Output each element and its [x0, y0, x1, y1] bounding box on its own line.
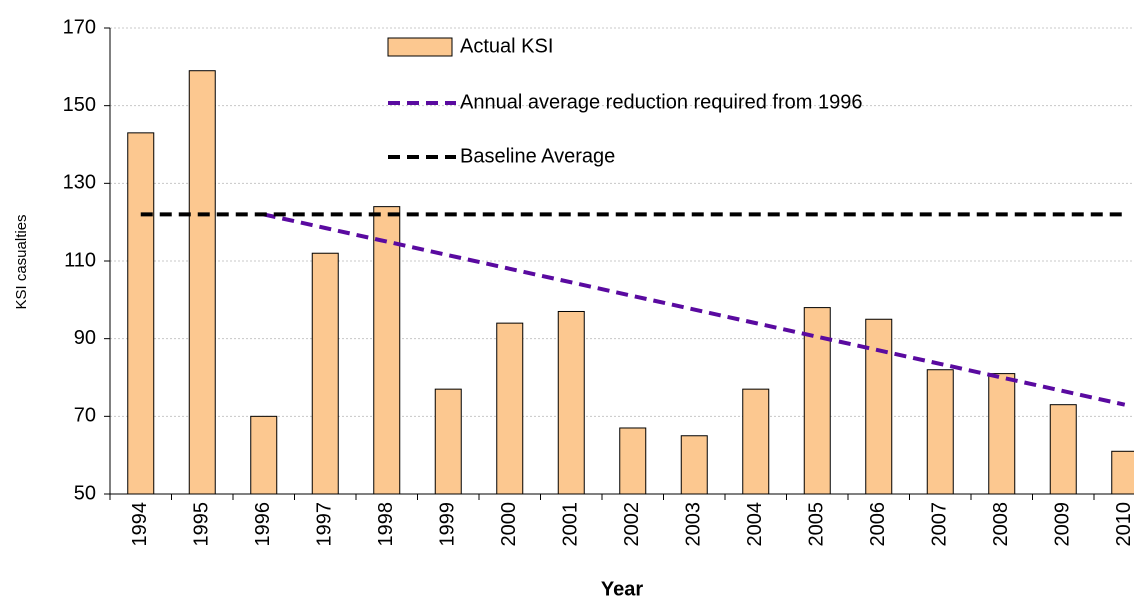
bar: [742, 388, 770, 495]
y-tick-label: 130: [63, 172, 96, 194]
x-tick-label: 2000: [498, 502, 520, 547]
legend-swatch: [387, 37, 453, 57]
bar: [373, 206, 401, 495]
x-tick-label: 2006: [867, 502, 889, 547]
bar: [250, 415, 278, 495]
x-tick-label: 2008: [990, 502, 1012, 547]
bar: [557, 310, 585, 495]
x-tick-label: 1996: [252, 502, 274, 547]
bar: [988, 373, 1016, 495]
x-tick-label: 2010: [1113, 502, 1134, 547]
x-axis-label: Year: [601, 578, 643, 600]
bar: [1049, 404, 1077, 495]
x-tick-label: 2002: [621, 502, 643, 547]
x-tick-label: 1998: [375, 502, 397, 547]
bar: [619, 427, 647, 495]
legend-label: Actual KSI: [460, 35, 553, 57]
bar: [127, 132, 155, 495]
x-tick-label: 2001: [560, 502, 582, 547]
x-tick-label: 2007: [929, 502, 951, 547]
bar: [188, 70, 216, 495]
bar: [434, 388, 462, 495]
y-tick-label: 170: [63, 16, 96, 38]
x-tick-label: 1994: [129, 502, 151, 547]
bar: [311, 252, 339, 495]
bar: [496, 322, 524, 495]
bar: [865, 318, 893, 495]
y-tick-label: 70: [74, 405, 96, 427]
x-tick-label: 2009: [1052, 502, 1074, 547]
x-tick-label: 1997: [314, 502, 336, 547]
x-tick-label: 2003: [683, 502, 705, 547]
y-axis-label: KSI casualties: [13, 214, 30, 309]
line: [263, 212, 1126, 407]
y-tick-label: 150: [63, 94, 96, 116]
bar: [1111, 450, 1134, 495]
bar: [680, 435, 708, 495]
bar: [926, 369, 954, 495]
x-tick-label: 2004: [744, 502, 766, 547]
y-tick-label: 110: [64, 249, 96, 271]
x-tick-label: 1995: [191, 502, 213, 547]
x-tick-label: 1999: [437, 502, 459, 547]
x-tick-label: 2005: [806, 502, 828, 547]
legend-label: Annual average reduction required from 1…: [460, 91, 862, 113]
legend-label: Baseline Average: [460, 145, 615, 167]
y-tick-label: 90: [74, 327, 96, 349]
y-tick-label: 50: [74, 482, 96, 504]
